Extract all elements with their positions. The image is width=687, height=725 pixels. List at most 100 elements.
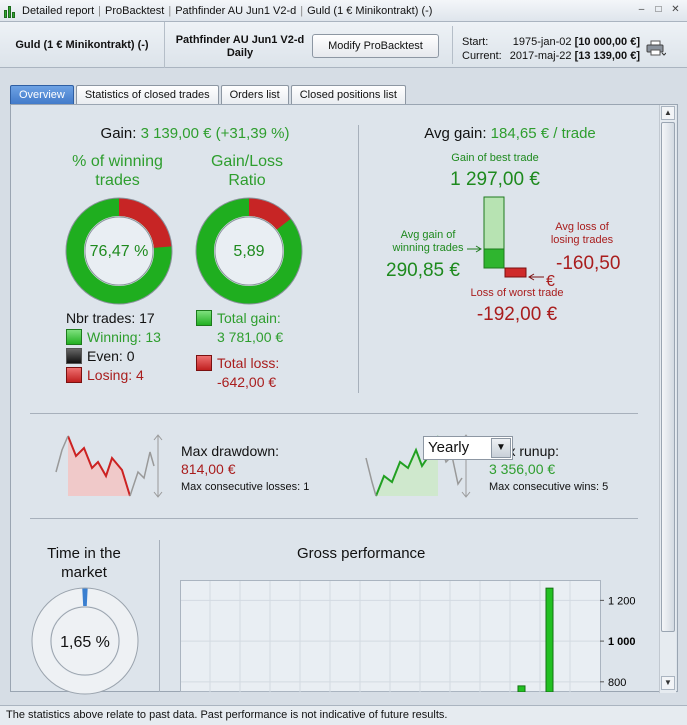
trade-counts: Nbr trades: 17 Winning: 13 Even: 0 Losin…	[66, 309, 161, 385]
total-gain-label: Total gain:	[217, 310, 281, 326]
tab-closed-positions-list[interactable]: Closed positions list	[290, 85, 406, 105]
start-capital: [10 000,00 €]	[574, 36, 640, 48]
time-title-line1: Time in the	[47, 545, 121, 562]
total-loss-label: Total loss:	[217, 355, 280, 371]
tab-statistics-closed-trades[interactable]: Statistics of closed trades	[75, 85, 219, 105]
gain-loss-bars	[467, 196, 544, 281]
period-select[interactable]: Yearly ▼	[423, 436, 513, 460]
consecutive-losses: Max consecutive losses: 1	[181, 481, 310, 493]
gross-performance-label: Gross performance	[297, 545, 426, 562]
avg-loss-value: -160,50	[556, 253, 621, 274]
modify-probacktest-button[interactable]: Modify ProBacktest	[312, 34, 439, 58]
printer-icon[interactable]	[646, 40, 666, 56]
chart-grid	[181, 581, 600, 692]
scroll-down-icon[interactable]: ▼	[661, 676, 675, 690]
scroll-up-icon[interactable]: ▲	[661, 106, 675, 120]
total-loss-value: -642,00 €	[217, 374, 277, 390]
drawdown-stats: Max drawdown: 814,00 € Max consecutive l…	[181, 442, 309, 496]
runup-stats: Max runup: 3 356,00 € Max consecutive wi…	[489, 442, 608, 496]
gain-label: Gain:	[100, 125, 137, 142]
avg-loss-label: Avg loss of losing trades	[542, 221, 622, 247]
win-rate-title-line1: % of winning	[72, 153, 163, 170]
vertical-scrollbar[interactable]: ▲ ▼	[659, 105, 676, 693]
divider-top	[30, 413, 638, 414]
title-detailed-report: Detailed report	[22, 4, 95, 17]
app-chart-icon	[4, 4, 18, 18]
gain-loss-ratio-donut: 5,89	[195, 197, 303, 305]
tab-bar: Overview Statistics of closed trades Ord…	[10, 85, 406, 105]
avg-win-label: Avg gain of winning trades	[380, 229, 476, 255]
tab-orders-list[interactable]: Orders list	[220, 85, 289, 105]
avg-win-label-line2: winning trades	[392, 242, 464, 254]
report-header: Guld (1 € Minikontrakt) (-) Pathfinder A…	[0, 22, 687, 68]
title-instrument: Guld (1 € Minikontrakt) (-)	[307, 4, 433, 17]
disclaimer-footer: The statistics above relate to past data…	[0, 705, 687, 725]
win-rate-title-line2: trades	[95, 172, 140, 189]
tab-overview[interactable]: Overview	[10, 85, 74, 105]
divider-middle	[30, 518, 638, 519]
timeframe: Daily	[226, 47, 254, 59]
gain-loss-ratio-title: Gain/Loss Ratio	[192, 152, 302, 190]
drawdown-chart	[55, 434, 163, 498]
chevron-down-icon[interactable]: ▼	[491, 438, 511, 458]
win-rate-donut: 76,47 %	[65, 197, 173, 305]
win-rate-title: % of winning trades	[60, 152, 175, 190]
worst-trade-label: Loss of worst trade	[470, 287, 564, 299]
period-select-value: Yearly	[428, 439, 470, 456]
date-range: Start: 1975-jan-02 [10 000,00 €] Current:…	[462, 35, 640, 63]
winning-legend-icon	[66, 329, 82, 345]
performance-bar	[545, 587, 554, 692]
bottom-divider	[159, 540, 160, 692]
drawdown-label: Max drawdown:	[181, 443, 280, 459]
scroll-thumb[interactable]	[661, 122, 675, 632]
losing-count: Losing: 4	[87, 367, 144, 383]
nbr-trades: Nbr trades: 17	[66, 310, 155, 326]
runup-value: 3 356,00 €	[489, 461, 556, 477]
total-loss-legend-icon	[196, 355, 212, 371]
close-button[interactable]: ✕	[671, 4, 680, 15]
avg-win-label-line1: Avg gain of	[400, 229, 456, 241]
worst-trade-value: -192,00 €	[476, 304, 558, 325]
gain-value: 3 139,00 € (+31,39 %)	[140, 125, 290, 142]
y-tick-label: 800	[608, 677, 626, 689]
consecutive-wins: Max consecutive wins: 5	[489, 481, 609, 493]
gain-loss-totals: Total gain: 3 781,00 € Total loss: -642,…	[196, 309, 283, 392]
minimize-button[interactable]: –	[638, 4, 645, 15]
avg-win-value: 290,85 €	[386, 260, 460, 281]
avg-gain-summary: Avg gain: 184,65 € / trade	[390, 125, 630, 142]
y-tick-label: 1 200	[608, 595, 636, 607]
time-in-market-value: 1,65 %	[60, 634, 110, 651]
ratio-value: 5,89	[233, 243, 264, 260]
system-info: Pathfinder AU Jun1 V2-d Daily	[168, 34, 312, 60]
title-system: Pathfinder AU Jun1 V2-d	[175, 4, 297, 17]
system-name: Pathfinder AU Jun1 V2-d	[175, 34, 305, 46]
best-trade-label: Gain of best trade	[451, 152, 539, 164]
win-rate-value: 76,47 %	[90, 243, 149, 260]
total-gain-legend-icon	[196, 310, 212, 326]
start-date: 1975-jan-02	[512, 36, 572, 48]
ratio-title-line1: Gain/Loss	[210, 153, 284, 170]
total-gain-value: 3 781,00 €	[217, 329, 284, 345]
current-label: Current:	[462, 50, 502, 62]
gain-summary: Gain: 3 139,00 € (+31,39 %)	[90, 125, 300, 142]
start-label: Start:	[462, 36, 489, 48]
avg-gain-label: Avg gain:	[424, 125, 487, 142]
time-title-line2: market	[61, 564, 107, 581]
best-trade-value: 1 297,00 €	[450, 169, 540, 190]
current-date: 2017-maj-22	[509, 50, 572, 62]
drawdown-value: 814,00 €	[181, 461, 236, 477]
ratio-title-line2: Ratio	[228, 172, 266, 189]
divider	[452, 26, 453, 64]
title-bar: Detailed report | ProBacktest | Pathfinder…	[0, 0, 687, 22]
time-in-market-title: Time in the market	[30, 544, 138, 582]
section-divider	[358, 125, 359, 393]
winning-count: Winning: 13	[87, 329, 161, 345]
time-in-market-donut: 1,65 %	[31, 587, 139, 695]
maximize-button[interactable]: □	[655, 4, 662, 15]
even-legend-icon	[66, 348, 82, 364]
gross-performance-chart: 1 200 1 000 800	[180, 580, 636, 692]
even-count: Even: 0	[87, 348, 135, 364]
losing-legend-icon	[66, 367, 82, 383]
title-probacktest: ProBacktest	[105, 4, 165, 17]
y-tick-label: 1 000	[608, 636, 636, 648]
